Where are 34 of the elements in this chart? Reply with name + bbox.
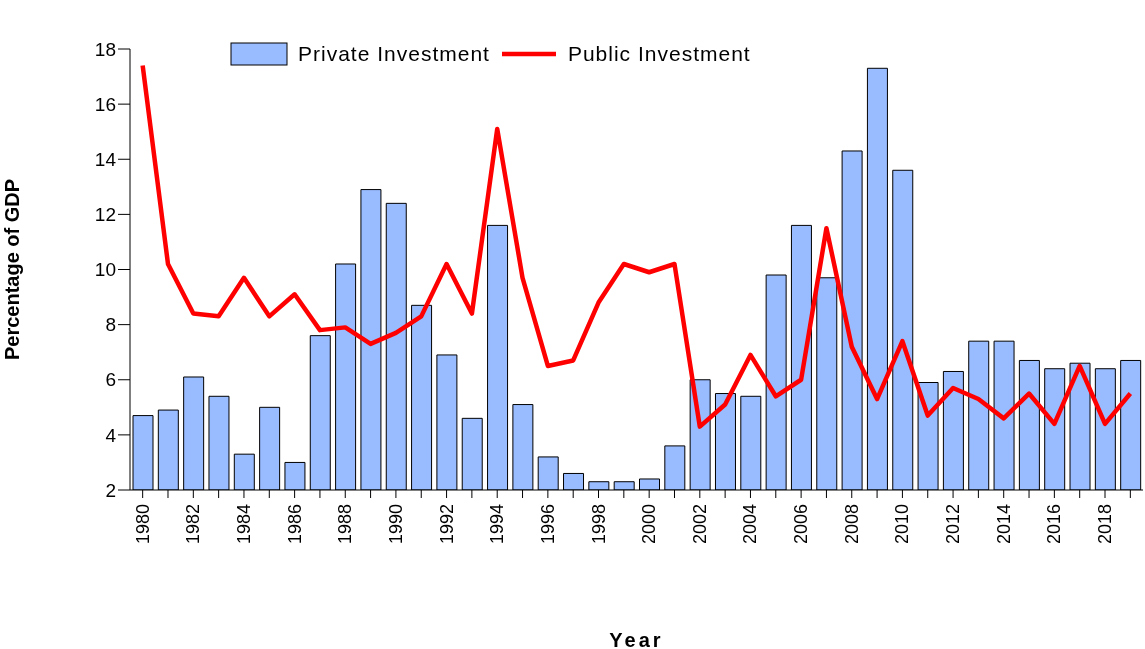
y-tick-label: 12 [94, 204, 116, 226]
y-tick-label: 10 [94, 259, 116, 281]
x-tick-label: 1986 [284, 504, 305, 545]
y-tick-label: 18 [94, 38, 116, 60]
y-axis-title: Percentage of GDP [1, 178, 24, 361]
x-tick-label: 1998 [588, 504, 609, 545]
y-tick-label: 2 [105, 479, 116, 501]
x-tick-label: 2006 [791, 504, 812, 545]
legend-label: Public Investment [567, 42, 751, 66]
x-tick-label: 2014 [993, 504, 1014, 545]
y-tick-label: 16 [94, 93, 116, 115]
x-tick-label: 2000 [639, 504, 660, 545]
y-tick-label: 4 [105, 424, 117, 446]
x-tick-label: 2016 [1044, 504, 1065, 545]
x-tick-label: 2018 [1095, 504, 1116, 545]
x-tick-label: 1996 [537, 504, 558, 545]
x-tick-label: 1990 [385, 504, 406, 545]
x-tick-label: 1984 [233, 504, 254, 545]
legend-label: Private Investment [298, 42, 490, 66]
y-tick-label: 14 [94, 148, 117, 170]
x-tick-label: 2012 [943, 504, 964, 545]
x-tick-label: 2002 [689, 504, 710, 545]
x-tick-label: 2004 [740, 504, 761, 545]
y-tick-label: 8 [105, 314, 116, 336]
x-tick-label: 1980 [132, 504, 153, 545]
x-tick-label: 2008 [841, 504, 862, 545]
x-tick-label: 1994 [487, 504, 508, 545]
x-tick-label: 1988 [335, 504, 356, 545]
line-series [140, 63, 1133, 429]
x-tick-label: 1992 [436, 504, 457, 545]
y-tick-label: 6 [105, 369, 116, 391]
x-axis-title: Year [609, 629, 664, 649]
x-tick-label: 1982 [183, 504, 204, 545]
x-tick-label: 2010 [892, 504, 913, 545]
